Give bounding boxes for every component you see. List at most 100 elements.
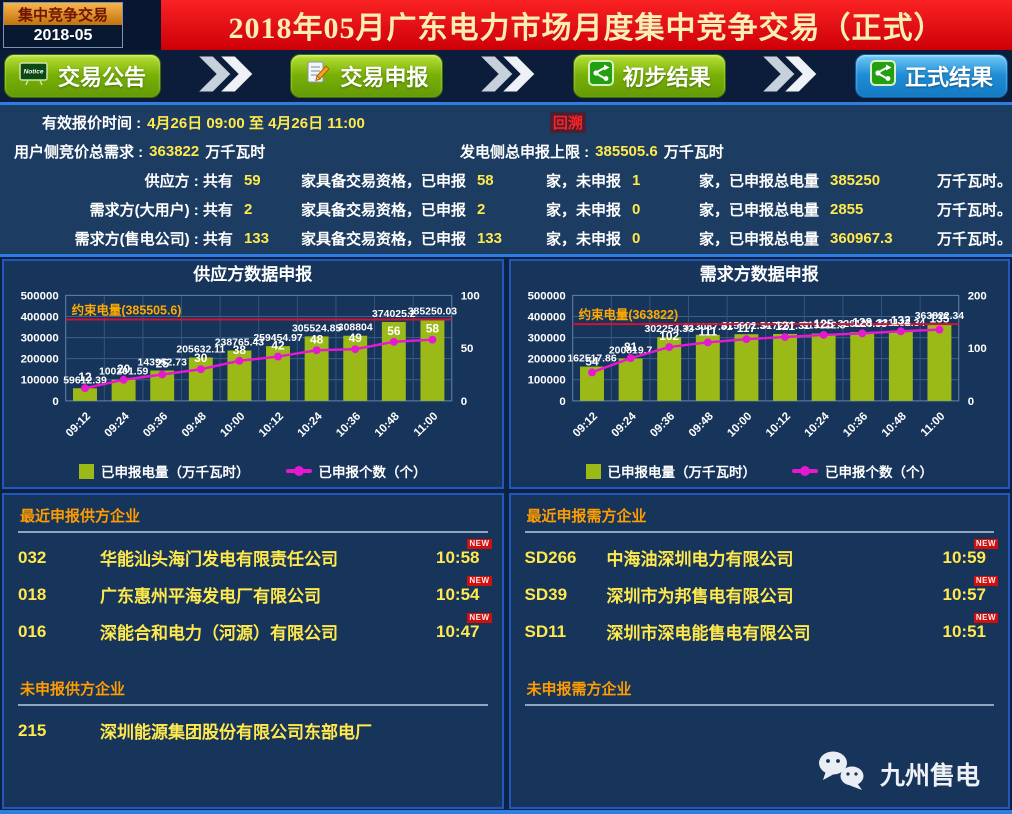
svg-text:132: 132: [890, 313, 910, 327]
qualified-count: 133: [243, 230, 269, 247]
stat-rows: 供应方 : 共有 59 家具备交易资格，已申报 58 家，未申报 1 家，已申报总电量 385…: [0, 166, 1012, 253]
stat-row: 需求方(售电公司) : 共有 133 家具备交易资格，已申报 133 家，未申报 0 家，已…: [0, 224, 1012, 253]
list-item[interactable]: SD39 深圳市为邦售电有限公司 10:57 NEW: [525, 575, 998, 613]
nav-button-label: 交易公告: [58, 65, 147, 90]
list-item[interactable]: 016 深能合和电力（河源）有限公司 10:47 NEW: [18, 612, 492, 650]
svg-text:319122.3: 319122.3: [801, 321, 845, 332]
svg-text:10:36: 10:36: [841, 410, 870, 439]
backtrack-link[interactable]: 回溯: [549, 112, 586, 133]
svg-text:100: 100: [461, 290, 480, 302]
chart-legend: 已申报电量（万千瓦时） 已申报个数（个）: [515, 459, 1005, 483]
svg-text:11:00: 11:00: [918, 410, 947, 439]
svg-text:10:48: 10:48: [373, 410, 403, 440]
svg-text:54: 54: [585, 354, 599, 368]
quote-time-value: 4月26日 09:00 至 4月26日 11:00: [147, 115, 365, 132]
svg-text:约束电量(363822): 约束电量(363822): [578, 307, 677, 322]
svg-text:100201.59: 100201.59: [99, 367, 149, 378]
svg-text:09:24: 09:24: [103, 410, 133, 440]
stat-text: 家，未申报: [545, 231, 621, 248]
user-demand-unit: 万千瓦时: [205, 144, 266, 161]
svg-text:42: 42: [271, 339, 285, 353]
stat-text: 家具备交易资格，已申报: [300, 202, 466, 219]
company-code: 016: [18, 621, 47, 641]
new-badge: NEW: [973, 575, 998, 586]
svg-text:317257.31: 317257.31: [760, 321, 810, 332]
new-badge: NEW: [973, 612, 998, 623]
gen-cap-unit: 万千瓦时: [663, 144, 724, 161]
nav-button-label: 正式结果: [904, 65, 993, 90]
demand-pending-heading: 未申报需方企业: [524, 676, 994, 706]
company-code: 032: [18, 547, 47, 567]
nav-button-announcement[interactable]: Notice 交易公告: [4, 54, 162, 98]
svg-text:238765.43: 238765.43: [215, 338, 265, 349]
svg-text:143952.73: 143952.73: [138, 358, 188, 369]
user-demand-label: 用户侧竞价总需求 :: [14, 144, 144, 161]
svg-text:259454.97: 259454.97: [253, 333, 303, 344]
svg-text:100000: 100000: [21, 375, 59, 387]
svg-text:305524.85: 305524.85: [292, 323, 342, 334]
top-header: 集中竞争交易 2018-05 2018年05月广东电力市场月度集中竞争交易（正式…: [0, 0, 1012, 50]
list-item[interactable]: SD266 中海油深圳电力有限公司 10:59 NEW: [525, 538, 998, 576]
report-time: 10:59 NEW: [942, 538, 998, 567]
svg-text:200000: 200000: [21, 354, 59, 366]
stat-row-label: 需求方(售电公司) : 共有: [74, 231, 233, 248]
demand-recent-list: SD266 中海油深圳电力有限公司 10:59 NEW SD39 深圳市为邦售电有限公司 1…: [525, 538, 998, 650]
company-code: 018: [18, 584, 47, 604]
report-time: 10:51 NEW: [942, 612, 998, 641]
svg-text:125: 125: [813, 317, 833, 331]
qualified-count: 2: [243, 201, 253, 218]
brand-name: 九州售电: [879, 761, 980, 790]
stat-row-label: 供应方 : 共有: [144, 173, 233, 190]
share-icon: [587, 60, 614, 92]
svg-text:302254.33: 302254.33: [644, 324, 694, 335]
stat-unit: 万千瓦时。: [936, 202, 1012, 219]
new-badge: NEW: [973, 538, 998, 549]
svg-text:10:12: 10:12: [763, 410, 792, 439]
bar-legend-label: 已申报电量（万千瓦时）: [101, 465, 250, 480]
svg-text:09:12: 09:12: [570, 410, 599, 439]
svg-text:10:36: 10:36: [334, 410, 363, 439]
svg-text:0: 0: [559, 396, 565, 408]
stat-row: 供应方 : 共有 59 家具备交易资格，已申报 58 家，未申报 1 家，已申报总电量 385…: [0, 166, 1012, 195]
nav-button-declaration[interactable]: 交易申报: [290, 54, 444, 98]
svg-text:约束电量(385505.6): 约束电量(385505.6): [72, 303, 182, 318]
double-chevron-icon: [195, 54, 257, 99]
svg-text:100: 100: [967, 343, 986, 355]
svg-text:315902.34: 315902.34: [721, 321, 771, 332]
stat-row: 需求方(大用户) : 共有 2 家具备交易资格，已申报 2 家，未申报 0 家，已申报总电量…: [0, 195, 1012, 224]
nav-button-preliminary-result[interactable]: 初步结果: [572, 54, 726, 98]
new-badge: NEW: [467, 612, 492, 623]
user-demand-value: 363822: [149, 143, 200, 160]
supply-chart-panel: 供应方数据申报 0 100000 200000 300000 400000 500000 0…: [2, 259, 504, 489]
list-item[interactable]: SD11 深圳市深电能售电有限公司 10:51 NEW: [525, 612, 998, 650]
double-chevron-icon: [477, 54, 539, 99]
svg-text:50: 50: [461, 343, 474, 355]
list-item[interactable]: 215 深圳能源集团股份有限公司东部电厂: [18, 712, 488, 749]
svg-text:128: 128: [852, 315, 872, 329]
svg-text:09:36: 09:36: [141, 410, 170, 439]
gen-cap-label: 发电侧总申报上限 :: [460, 144, 590, 161]
stat-text: 家，已申报总电量: [698, 231, 819, 248]
workflow-nav: Notice 交易公告: [0, 50, 1012, 105]
demand-chart: 0 100000 200000 300000 400000 500000 0 100 200 09…: [527, 290, 986, 440]
stat-text: 家具备交易资格，已申报: [300, 231, 466, 248]
svg-text:09:24: 09:24: [609, 410, 639, 440]
stat-text: 家，已申报总电量: [698, 173, 819, 190]
svg-text:500000: 500000: [527, 290, 565, 302]
svg-text:48: 48: [310, 332, 324, 346]
bottom-divider: [0, 810, 1012, 814]
svg-text:121: 121: [775, 319, 795, 333]
svg-text:308804: 308804: [338, 323, 373, 334]
list-item[interactable]: 032 华能汕头海门发电有限责任公司 10:58 NEW: [18, 538, 492, 576]
svg-text:10:12: 10:12: [257, 410, 286, 439]
svg-text:59612.39: 59612.39: [63, 375, 107, 386]
nav-button-final-result[interactable]: 正式结果: [854, 54, 1008, 98]
trade-id-box: 集中竞争交易 2018-05: [3, 2, 123, 48]
report-time: 10:57 NEW: [942, 575, 998, 604]
chart-legend: 已申报电量（万千瓦时） 已申报个数（个）: [8, 459, 498, 483]
svg-text:12: 12: [78, 370, 92, 384]
stat-text: 家具备交易资格，已申报: [300, 173, 466, 190]
list-item[interactable]: 018 广东惠州平海发电厂有限公司 10:54 NEW: [18, 575, 492, 613]
svg-text:0: 0: [461, 396, 467, 408]
declared-volume: 360967.3: [829, 230, 893, 247]
